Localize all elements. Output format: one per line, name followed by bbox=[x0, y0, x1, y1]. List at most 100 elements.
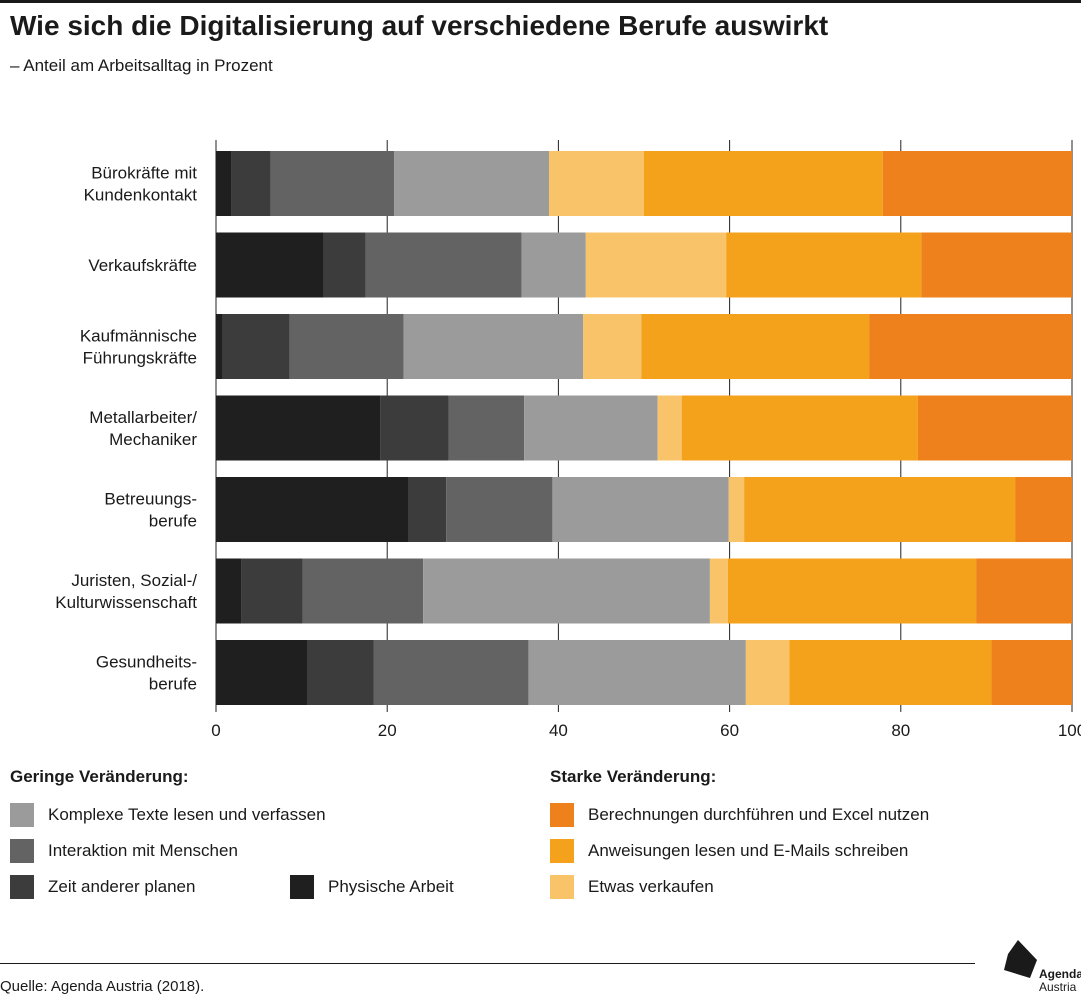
bar-segment bbox=[709, 558, 728, 624]
bar-segment bbox=[869, 314, 1072, 379]
bar-segment bbox=[408, 477, 447, 542]
legend-heading-low: Geringe Veränderung: bbox=[10, 767, 189, 786]
bar-segment bbox=[270, 151, 395, 216]
bar-segment bbox=[216, 151, 232, 216]
bar-segment bbox=[552, 477, 729, 542]
bar-segment bbox=[216, 477, 409, 542]
bar-segment bbox=[216, 395, 381, 461]
category-label: Betreuungs-berufe bbox=[104, 490, 197, 531]
category-label-line: Gesundheits- bbox=[96, 653, 197, 672]
bar-segment bbox=[744, 477, 1016, 542]
bar-segment bbox=[302, 558, 424, 624]
bar-segment bbox=[373, 640, 529, 705]
bar-segment bbox=[524, 395, 658, 461]
category-label: Verkaufskräfte bbox=[88, 256, 197, 275]
legend-label: Komplexe Texte lesen und verfassen bbox=[48, 805, 326, 824]
legend-item-planning: Zeit anderer planen bbox=[10, 875, 195, 899]
bar-segment bbox=[548, 151, 644, 216]
bar-segment bbox=[521, 232, 586, 298]
x-tick-label: 40 bbox=[549, 721, 568, 740]
bar-segment bbox=[528, 640, 746, 705]
legend-label: Interaktion mit Menschen bbox=[48, 841, 238, 860]
bar-segment bbox=[241, 558, 303, 624]
chart-subtitle: – Anteil am Arbeitsalltag in Prozent bbox=[10, 56, 273, 75]
legend-label: Anweisungen lesen und E-Mails schreiben bbox=[588, 841, 909, 860]
legend-label: Berechnungen durchführen und Excel nutze… bbox=[588, 805, 930, 824]
bar-segment bbox=[216, 640, 308, 705]
category-label-line: Betreuungs- bbox=[104, 490, 197, 509]
stacked-bar-chart: 0 20 40 60 80 100 Bürokräfte mit Kundenkontakt V… bbox=[55, 140, 1081, 740]
bar-segment bbox=[789, 640, 992, 705]
bar-segment bbox=[585, 232, 727, 298]
bar-segment bbox=[583, 314, 642, 379]
category-label-line: berufe bbox=[149, 512, 197, 531]
legend-swatch bbox=[550, 875, 574, 899]
bar-segment bbox=[644, 151, 883, 216]
legend-item-complex-texts: Komplexe Texte lesen und verfassen bbox=[10, 803, 326, 827]
category-label-line: Juristen, Sozial-/ bbox=[71, 571, 197, 590]
bar-segment bbox=[728, 477, 745, 542]
legend-label: Etwas verkaufen bbox=[588, 877, 714, 896]
legend-swatch bbox=[10, 875, 34, 899]
bar-segment bbox=[216, 558, 242, 624]
legend-swatch bbox=[290, 875, 314, 899]
legend-item-selling: Etwas verkaufen bbox=[550, 875, 714, 899]
category-label-line: Metallarbeiter/ bbox=[89, 408, 197, 427]
category-label-line: Führungskräfte bbox=[83, 349, 197, 368]
category-label-line: Mechaniker bbox=[109, 430, 197, 449]
category-label: Juristen, Sozial-/ Kulturwissenschaft bbox=[55, 571, 197, 612]
bar-segment bbox=[448, 395, 525, 461]
bar-segment bbox=[323, 232, 366, 298]
bar-segment bbox=[394, 151, 549, 216]
logo-subname: Austria bbox=[1039, 980, 1077, 994]
category-label-line: Kaufmännische bbox=[80, 327, 197, 346]
x-tick-label: 0 bbox=[211, 721, 220, 740]
agenda-austria-logo: Agenda Austria bbox=[1004, 940, 1081, 996]
bar-segment bbox=[307, 640, 374, 705]
bar-segment bbox=[365, 232, 522, 298]
category-label: Gesundheits-berufe bbox=[96, 653, 197, 694]
bar-segment bbox=[641, 314, 870, 379]
chart-title: Wie sich die Digitalisierung auf verschi… bbox=[10, 10, 829, 41]
category-label: Kaufmännische Führungskräfte bbox=[80, 327, 197, 368]
legend-label: Zeit anderer planen bbox=[48, 877, 196, 896]
bar-segment bbox=[681, 395, 918, 461]
bar-segment bbox=[380, 395, 449, 461]
category-label-line: Verkaufskräfte bbox=[88, 256, 197, 275]
source-note: Quelle: Agenda Austria (2018). bbox=[0, 978, 205, 995]
category-label: Bürokräfte mit Kundenkontakt bbox=[84, 164, 198, 205]
bar-segment bbox=[403, 314, 584, 379]
bar-segment bbox=[882, 151, 1072, 216]
legend-item-emails: Anweisungen lesen und E-Mails schreiben bbox=[550, 839, 908, 863]
legend-swatch bbox=[550, 839, 574, 863]
legend-heading-high: Starke Veränderung: bbox=[550, 767, 717, 786]
x-tick-label: 60 bbox=[720, 721, 739, 740]
bar-segment bbox=[976, 558, 1072, 624]
category-label-line: Kulturwissenschaft bbox=[55, 593, 197, 612]
legend-item-calculations: Berechnungen durchführen und Excel nutze… bbox=[550, 803, 929, 827]
bar-segment bbox=[423, 558, 710, 624]
x-tick-label: 100 bbox=[1058, 721, 1081, 740]
bar-segment bbox=[657, 395, 682, 461]
bar-segment bbox=[726, 232, 922, 298]
legend-item-physical: Physische Arbeit bbox=[290, 875, 454, 899]
top-rule bbox=[0, 0, 1081, 3]
bar-segment bbox=[216, 314, 223, 379]
bar-segment bbox=[921, 232, 1072, 298]
x-tick-label: 20 bbox=[378, 721, 397, 740]
footer-rule bbox=[0, 963, 975, 964]
bar-segment bbox=[446, 477, 553, 542]
bar-segment bbox=[222, 314, 290, 379]
bar-segment bbox=[231, 151, 271, 216]
category-label-line: Kundenkontakt bbox=[84, 186, 198, 205]
logo-mark-icon bbox=[1004, 940, 1037, 978]
bar-segment bbox=[289, 314, 404, 379]
category-label-line: berufe bbox=[149, 675, 197, 694]
bar-segment bbox=[1015, 477, 1072, 542]
bar-segment bbox=[216, 232, 324, 298]
bar-segment bbox=[991, 640, 1072, 705]
bar-segment bbox=[727, 558, 977, 624]
x-tick-label: 80 bbox=[891, 721, 910, 740]
category-label-line: Bürokräfte mit bbox=[91, 164, 197, 183]
legend-item-interaction: Interaktion mit Menschen bbox=[10, 839, 238, 863]
